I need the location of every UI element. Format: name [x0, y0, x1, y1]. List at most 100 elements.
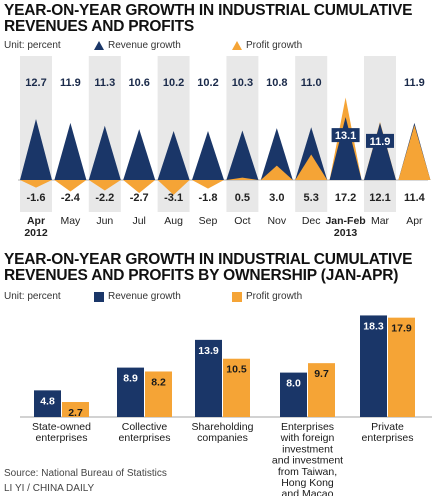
- month-tick-label: Mar: [371, 215, 390, 227]
- profit-bar: [223, 358, 250, 417]
- profit-bar: [388, 317, 415, 417]
- category-label: companies: [197, 432, 248, 444]
- monthly-growth-chart: 12.7 11.9 11.3 10.6 10.2 10.2 10.3 10.8 11.0 13.1…: [18, 56, 431, 238]
- profit-value-label: -1.8: [199, 192, 218, 204]
- profit-value-label: 12.1: [369, 192, 390, 204]
- profit-bar: [145, 371, 172, 417]
- profit-value-label: 10.5: [226, 364, 247, 376]
- revenue-value-label: 11.9: [404, 77, 425, 89]
- credit-note: LI YI / CHINA DAILY: [4, 483, 95, 494]
- revenue-value-label: 12.7: [25, 77, 46, 89]
- month-tick-label: Jul: [132, 215, 145, 227]
- revenue-value-label: 10.6: [128, 77, 149, 89]
- revenue-value-label: 18.3: [363, 320, 384, 332]
- legend-label: Profit growth: [246, 40, 303, 51]
- square-orange-icon: [232, 291, 242, 302]
- revenue-bar: [117, 367, 144, 417]
- month-tick-label: Aug: [164, 215, 183, 227]
- profit-value-label: 3.0: [269, 192, 284, 204]
- chart1-legend-profit: Profit growth: [232, 40, 302, 51]
- revenue-label-box: [331, 128, 360, 143]
- revenue-bar: [34, 390, 61, 417]
- month-tick-label: Nov: [267, 215, 286, 227]
- revenue-triangle: [54, 122, 87, 180]
- profit-triangle: [192, 180, 224, 189]
- revenue-value-label: 4.8: [40, 395, 55, 407]
- month-tick-label: Jan-Feb: [325, 215, 365, 227]
- profit-value-label: -1.6: [27, 192, 46, 204]
- chart2-legend-profit: Profit growth: [232, 291, 302, 302]
- revenue-value-label: 13.9: [198, 345, 219, 357]
- profit-value-label: 17.9: [391, 323, 412, 335]
- revenue-value-label: 13.1: [335, 130, 356, 142]
- chart1-title-line1: YEAR-ON-YEAR GROWTH IN INDUSTRIAL CUMULA…: [4, 2, 413, 19]
- revenue-value-label: 11.3: [94, 77, 115, 89]
- chart2-title-line2: REVENUES AND PROFITS BY OWNERSHIP (JAN-A…: [4, 267, 399, 284]
- profit-value-label: 5.3: [304, 192, 319, 204]
- revenue-value-label: 11.0: [301, 77, 322, 89]
- profit-triangle: [20, 180, 52, 188]
- year-tick-label: 2013: [334, 227, 358, 238]
- revenue-triangle: [295, 127, 328, 180]
- profit-value-label: 8.2: [151, 376, 166, 388]
- legend-label: Profit growth: [246, 291, 303, 302]
- profit-triangle: [54, 180, 87, 192]
- revenue-value-label: 10.3: [232, 77, 253, 89]
- month-tick-label: Oct: [234, 215, 250, 227]
- category-label: and Macao: [282, 488, 334, 496]
- month-tick-label: Apr: [406, 215, 423, 227]
- year-tick-label: 2012: [24, 227, 48, 238]
- profit-value-label: 11.4: [404, 192, 426, 204]
- revenue-triangle: [329, 117, 362, 180]
- category-label: enterprises: [119, 432, 171, 444]
- triangle-navy-icon: [94, 41, 104, 50]
- profit-triangle: [295, 154, 328, 180]
- profit-bar: [308, 363, 335, 417]
- profit-value-label: 17.2: [335, 192, 356, 204]
- profit-value-label: -2.2: [95, 192, 114, 204]
- revenue-bar: [280, 372, 307, 417]
- chart1-unit-label: Unit: percent: [4, 40, 61, 51]
- category-label: from Taiwan,: [278, 466, 337, 478]
- category-label: Private: [371, 421, 404, 433]
- source-note: Source: National Bureau of Statistics: [4, 468, 167, 479]
- revenue-bar: [195, 339, 222, 417]
- category-label: and investment: [272, 455, 343, 467]
- category-label: with foreign: [280, 432, 335, 444]
- revenue-triangle: [88, 125, 121, 180]
- revenue-value-label: 11.9: [370, 136, 391, 148]
- chart2-legend-revenue: Revenue growth: [94, 291, 181, 302]
- category-label: State-owned: [32, 421, 91, 433]
- chart2-title-line1: YEAR-ON-YEAR GROWTH IN INDUSTRIAL CUMULA…: [4, 251, 413, 268]
- profit-value-label: 2.7: [68, 407, 83, 419]
- revenue-value-label: 10.8: [266, 77, 287, 89]
- profit-value-label: 0.5: [235, 192, 250, 204]
- triangle-orange-icon: [232, 41, 242, 50]
- revenue-triangle: [20, 119, 52, 180]
- category-label: enterprises: [362, 432, 414, 444]
- revenue-triangle: [364, 122, 396, 180]
- legend-label: Revenue growth: [108, 40, 181, 51]
- category-label: Collective: [122, 421, 168, 433]
- profit-value-label: -2.7: [130, 192, 149, 204]
- chart1-legend-revenue: Revenue growth: [94, 40, 181, 51]
- revenue-value-label: 10.2: [163, 77, 184, 89]
- category-label: Enterprises: [281, 421, 334, 433]
- revenue-value-label: 11.9: [60, 77, 81, 89]
- category-label: enterprises: [36, 432, 88, 444]
- revenue-triangle: [226, 130, 259, 180]
- profit-triangle: [123, 180, 156, 193]
- category-label: Hong Kong: [281, 477, 334, 489]
- profit-value-label: -2.4: [61, 192, 81, 204]
- month-tick-label: Apr: [27, 215, 45, 227]
- month-tick-label: Jun: [96, 215, 113, 227]
- chart1-title-line2: REVENUES AND PROFITS: [4, 18, 195, 35]
- revenue-label-box: [366, 133, 394, 148]
- month-tick-label: Dec: [302, 215, 321, 227]
- chart2-unit-label: Unit: percent: [4, 291, 61, 302]
- profit-bar: [62, 402, 89, 417]
- profit-triangle: [226, 177, 259, 180]
- revenue-value-label: 10.2: [197, 77, 218, 89]
- profit-triangle: [157, 180, 190, 195]
